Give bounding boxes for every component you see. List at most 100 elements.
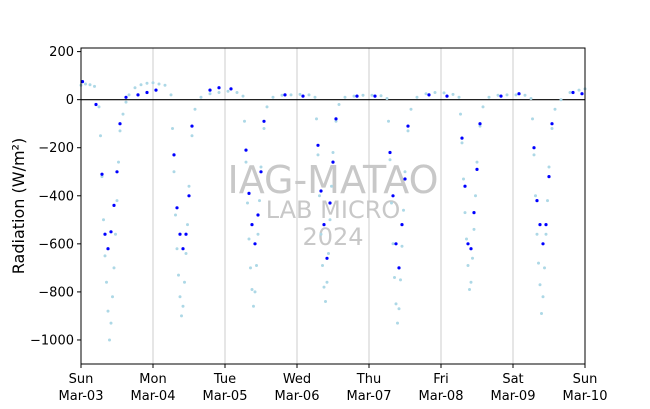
data-point <box>151 81 155 85</box>
data-point <box>361 93 365 97</box>
data-point <box>313 95 317 99</box>
data-point <box>514 93 518 97</box>
x-tick-date: Mar-04 <box>131 389 176 404</box>
data-point <box>121 112 125 116</box>
watermark: IAG-MATAO LAB MICRO 2024 <box>227 158 438 251</box>
data-point <box>124 95 128 99</box>
data-point <box>387 119 390 123</box>
data-point <box>181 247 185 251</box>
data-point <box>571 90 575 95</box>
data-point <box>330 184 333 188</box>
data-point <box>307 93 311 97</box>
data-point <box>334 117 338 121</box>
data-point <box>325 256 329 260</box>
data-point <box>402 208 405 212</box>
data-point <box>388 150 392 155</box>
data-point <box>373 94 377 98</box>
data-point <box>187 184 191 188</box>
data-point <box>106 309 110 313</box>
data-point <box>246 201 249 205</box>
data-point <box>187 194 191 198</box>
data-point <box>541 242 545 246</box>
data-point <box>199 95 203 99</box>
data-point <box>298 92 302 96</box>
x-tick-day: Sun <box>69 372 94 387</box>
data-point <box>466 264 470 267</box>
data-point <box>289 93 293 97</box>
data-point <box>328 218 332 222</box>
data-point <box>499 94 503 98</box>
y-tick-label: −600 <box>38 237 74 252</box>
data-point <box>538 223 542 227</box>
data-point <box>505 93 509 97</box>
watermark-line-1: IAG-MATAO <box>227 158 438 202</box>
data-point <box>226 89 230 93</box>
data-point <box>190 124 194 128</box>
data-point <box>396 321 399 325</box>
data-point <box>183 280 186 284</box>
data-point <box>529 97 533 100</box>
data-point <box>115 170 119 174</box>
data-point <box>100 175 104 179</box>
data-point <box>109 230 113 234</box>
data-point <box>462 177 465 181</box>
data-point <box>256 232 260 236</box>
data-point <box>174 213 177 217</box>
data-point <box>457 95 461 99</box>
data-point <box>550 122 554 126</box>
data-point <box>102 218 105 222</box>
data-point <box>568 91 572 94</box>
data-point <box>442 91 446 95</box>
data-point <box>390 201 393 205</box>
data-point <box>343 95 347 99</box>
data-point <box>259 170 263 174</box>
data-point <box>265 105 269 109</box>
data-point <box>171 127 174 130</box>
data-point <box>531 117 534 121</box>
data-point <box>108 338 111 342</box>
y-tick-label: −400 <box>38 189 74 204</box>
data-point <box>328 201 332 205</box>
data-point <box>463 211 467 215</box>
data-point <box>250 288 254 291</box>
data-point <box>427 93 431 97</box>
data-point <box>409 107 413 111</box>
grid-lines <box>152 48 514 364</box>
data-point <box>475 167 479 171</box>
data-point <box>253 290 257 294</box>
data-point <box>327 252 330 255</box>
data-point <box>331 160 335 164</box>
y-tick-label: 200 <box>49 45 74 60</box>
data-point <box>319 189 323 193</box>
data-point <box>394 302 398 306</box>
data-point <box>112 203 116 207</box>
data-point <box>397 307 401 311</box>
data-point <box>190 134 194 138</box>
data-point <box>145 90 149 95</box>
data-point <box>105 280 108 284</box>
data-point <box>334 119 338 123</box>
data-point <box>550 127 554 130</box>
y-tick-label: −200 <box>38 141 74 156</box>
data-point <box>99 134 102 138</box>
data-point <box>331 151 335 154</box>
data-point <box>543 266 546 270</box>
watermark-line-2: LAB MICRO <box>266 196 401 224</box>
data-point <box>400 244 404 248</box>
data-point <box>103 254 107 258</box>
data-point <box>399 278 402 282</box>
data-point <box>468 288 471 291</box>
data-point <box>84 82 87 86</box>
data-point <box>478 122 482 126</box>
data-point <box>475 160 479 164</box>
data-point <box>532 153 536 157</box>
data-point <box>169 93 173 97</box>
x-tick-day: Sun <box>573 372 598 387</box>
x-tick-day: Sat <box>502 372 523 387</box>
data-point <box>318 194 321 198</box>
data-point <box>474 194 477 198</box>
data-point <box>478 124 482 128</box>
data-point <box>487 95 491 99</box>
data-point <box>103 232 107 236</box>
